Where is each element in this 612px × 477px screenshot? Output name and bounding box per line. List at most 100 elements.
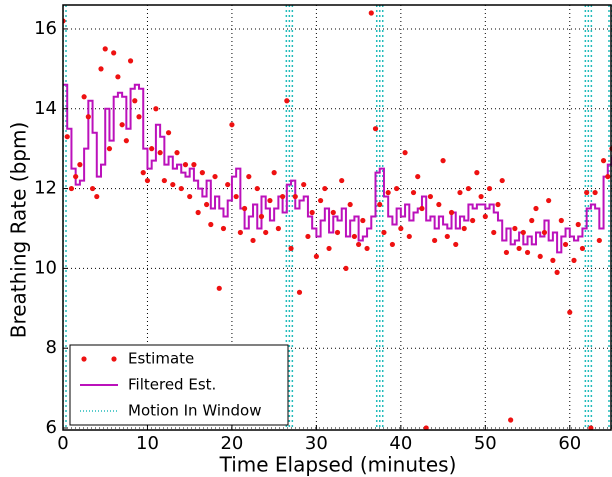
estimate-point [94, 193, 100, 200]
estimate-point [343, 265, 349, 271]
estimate-point [588, 425, 594, 430]
estimate-point [326, 245, 332, 252]
estimate-point [541, 229, 548, 236]
estimate-point [305, 233, 311, 240]
estimate-point [149, 146, 155, 152]
estimate-point [461, 225, 467, 232]
estimate-point [389, 241, 395, 248]
estimate-point [132, 98, 138, 104]
estimate-point [241, 205, 248, 212]
estimate-point [600, 158, 607, 164]
estimate-point [529, 217, 535, 224]
estimate-point [165, 130, 172, 136]
estimate-point [115, 74, 121, 80]
estimate-point [123, 138, 129, 144]
estimate-point [199, 170, 205, 176]
estimate-point [271, 170, 277, 176]
estimate-point [579, 245, 586, 252]
estimate-point [89, 185, 96, 192]
estimate-point [470, 217, 476, 224]
estimate-point [246, 173, 252, 180]
motion-window [285, 5, 294, 430]
estimate-point [427, 193, 434, 200]
estimate-point [81, 94, 87, 100]
legend-label: Motion In Window [128, 402, 261, 420]
estimate-point [263, 229, 269, 236]
estimate-point [220, 225, 227, 232]
estimate-point [398, 225, 404, 232]
estimate-point [533, 205, 539, 212]
estimate-point [554, 269, 560, 275]
estimate-point [309, 209, 315, 216]
x-tick-label: 0 [57, 433, 68, 454]
filtered-line [63, 83, 612, 254]
estimate-point [136, 114, 142, 120]
motion-window [375, 5, 384, 430]
estimate-point [448, 209, 455, 216]
estimate-point [520, 229, 526, 236]
estimate-point [174, 150, 180, 156]
estimate-point [368, 10, 374, 16]
estimate-point [482, 213, 488, 220]
estimate-point [440, 158, 446, 164]
estimate-point [280, 193, 286, 200]
estimate-point [546, 197, 552, 204]
estimate-point [596, 237, 602, 244]
estimate-point [351, 233, 357, 240]
estimate-point [512, 225, 518, 232]
y-axis-label: Breathing Rate (bpm) [7, 122, 31, 339]
estimate-point [68, 185, 75, 192]
legend-label: Filtered Est. [128, 376, 216, 394]
estimate-point [364, 245, 370, 252]
estimate-point [85, 114, 91, 120]
estimate-point [275, 225, 281, 232]
legend-label: Estimate [128, 350, 194, 368]
estimate-point [195, 209, 201, 216]
estimate-point [372, 126, 379, 132]
estimate-point [250, 237, 256, 244]
estimate-point [288, 245, 294, 252]
y-tick-label: 16 [34, 18, 57, 39]
estimate-point [292, 193, 298, 200]
estimate-point [216, 285, 222, 291]
estimate-point [419, 205, 425, 212]
plot-area [63, 5, 612, 430]
estimate-point [157, 150, 163, 156]
estimate-point [584, 189, 590, 196]
estimate-point [229, 122, 235, 128]
estimate-point [558, 217, 564, 224]
estimate-point [322, 185, 328, 192]
estimate-point [444, 233, 450, 240]
estimate-point [208, 221, 214, 228]
legend: Estimate Filtered Est. Motion In Window [69, 344, 289, 426]
estimate-point [385, 189, 391, 196]
estimate-point [478, 193, 484, 200]
estimate-point [339, 177, 345, 184]
estimate-point [605, 173, 611, 180]
estimate-point [313, 253, 319, 260]
y-tick-label: 10 [34, 257, 57, 278]
estimate-point [516, 245, 522, 252]
y-tick-label: 14 [34, 98, 57, 119]
estimate-point [330, 209, 336, 216]
estimate-point [491, 229, 497, 236]
y-tick-label: 6 [46, 417, 57, 438]
estimate-point [77, 162, 83, 168]
estimate-point [64, 134, 70, 140]
x-tick-label: 60 [558, 433, 581, 454]
estimate-point [432, 237, 438, 244]
motion-window [608, 5, 612, 430]
x-axis-label: Time Elapsed (minutes) [219, 453, 457, 477]
estimate-point [457, 189, 463, 196]
estimate-point [377, 201, 383, 208]
estimate-point [284, 98, 290, 104]
y-tick-label: 12 [34, 178, 57, 199]
estimate-point [499, 177, 505, 184]
x-tick-label: 50 [474, 433, 497, 454]
estimate-point [203, 201, 210, 208]
estimate-point [106, 146, 113, 152]
estimate-point [465, 185, 472, 192]
x-tick-label: 40 [389, 433, 412, 454]
estimate-point [415, 173, 421, 180]
estimate-point [144, 177, 151, 184]
